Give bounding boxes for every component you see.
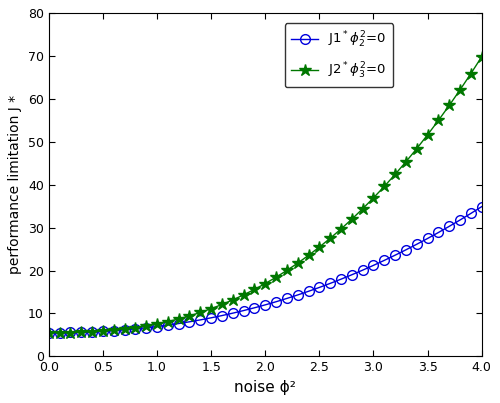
J1$^*\phi_2^2$=0 (89, 329, 95, 334)
J1$^*\phi_2^2$=0 (294, 293, 300, 297)
J1$^*\phi_2^2$=0 (316, 285, 322, 290)
J2$^*\phi_3^2$=0 (382, 184, 388, 189)
J1$^*\phi_2^2$=0 (403, 247, 409, 252)
J2$^*\phi_3^2$=0 (89, 329, 95, 334)
J1$^*\phi_2^2$=0 (143, 325, 149, 330)
J1$^*\phi_2^2$=0 (219, 313, 225, 318)
J2$^*\phi_3^2$=0 (457, 87, 463, 92)
Y-axis label: performance limitation J *: performance limitation J * (8, 95, 22, 274)
J2$^*\phi_3^2$=0 (414, 146, 420, 151)
J1$^*\phi_2^2$=0 (252, 305, 258, 310)
J2$^*\phi_3^2$=0 (176, 316, 182, 321)
J2$^*\phi_3^2$=0 (262, 281, 268, 286)
J2$^*\phi_3^2$=0 (436, 118, 442, 123)
J2$^*\phi_3^2$=0 (110, 328, 116, 332)
J1$^*\phi_2^2$=0 (392, 253, 398, 258)
J2$^*\phi_3^2$=0 (132, 325, 138, 330)
J2$^*\phi_3^2$=0 (46, 330, 52, 335)
J2$^*\phi_3^2$=0 (154, 322, 160, 326)
J1$^*\phi_2^2$=0 (154, 324, 160, 329)
J2$^*\phi_3^2$=0 (230, 297, 236, 302)
J1$^*\phi_2^2$=0 (56, 330, 62, 335)
J1$^*\phi_2^2$=0 (478, 204, 484, 209)
J2$^*\phi_3^2$=0 (316, 245, 322, 249)
J2$^*\phi_3^2$=0 (284, 268, 290, 273)
J2$^*\phi_3^2$=0 (349, 217, 355, 222)
J2$^*\phi_3^2$=0 (468, 71, 474, 76)
J2$^*\phi_3^2$=0 (360, 206, 366, 211)
X-axis label: noise ϕ²: noise ϕ² (234, 380, 296, 395)
J1$^*\phi_2^2$=0 (414, 242, 420, 247)
J2$^*\phi_3^2$=0 (165, 319, 171, 324)
J2$^*\phi_3^2$=0 (446, 103, 452, 108)
J1$^*\phi_2^2$=0 (208, 316, 214, 320)
J1$^*\phi_2^2$=0 (262, 302, 268, 307)
J1$^*\phi_2^2$=0 (338, 277, 344, 282)
J1$^*\phi_2^2$=0 (360, 268, 366, 272)
J1$^*\phi_2^2$=0 (424, 236, 430, 241)
J2$^*\phi_3^2$=0 (273, 275, 279, 280)
J1$^*\phi_2^2$=0 (370, 263, 376, 268)
J2$^*\phi_3^2$=0 (338, 226, 344, 231)
J2$^*\phi_3^2$=0 (294, 261, 300, 266)
J2$^*\phi_3^2$=0 (306, 253, 312, 258)
J2$^*\phi_3^2$=0 (143, 324, 149, 328)
J1$^*\phi_2^2$=0 (457, 218, 463, 222)
J2$^*\phi_3^2$=0 (186, 314, 192, 318)
Legend: J1$^*\phi_2^2$=0, J2$^*\phi_3^2$=0: J1$^*\phi_2^2$=0, J2$^*\phi_3^2$=0 (285, 23, 393, 87)
J1$^*\phi_2^2$=0 (46, 330, 52, 335)
J1$^*\phi_2^2$=0 (230, 311, 236, 316)
J2$^*\phi_3^2$=0 (219, 302, 225, 307)
J2$^*\phi_3^2$=0 (56, 330, 62, 335)
Line: J2$^*\phi_3^2$=0: J2$^*\phi_3^2$=0 (42, 50, 488, 339)
J1$^*\phi_2^2$=0 (110, 328, 116, 333)
J1$^*\phi_2^2$=0 (132, 326, 138, 331)
J1$^*\phi_2^2$=0 (186, 320, 192, 324)
J2$^*\phi_3^2$=0 (100, 329, 106, 334)
J2$^*\phi_3^2$=0 (424, 132, 430, 137)
J1$^*\phi_2^2$=0 (382, 258, 388, 263)
J1$^*\phi_2^2$=0 (446, 224, 452, 229)
J2$^*\phi_3^2$=0 (240, 293, 246, 297)
J1$^*\phi_2^2$=0 (349, 272, 355, 277)
J2$^*\phi_3^2$=0 (403, 159, 409, 164)
J1$^*\phi_2^2$=0 (284, 296, 290, 301)
J2$^*\phi_3^2$=0 (392, 172, 398, 177)
J2$^*\phi_3^2$=0 (198, 310, 203, 315)
J1$^*\phi_2^2$=0 (327, 281, 333, 286)
J1$^*\phi_2^2$=0 (306, 289, 312, 294)
J1$^*\phi_2^2$=0 (436, 230, 442, 235)
J2$^*\phi_3^2$=0 (478, 54, 484, 59)
J1$^*\phi_2^2$=0 (468, 211, 474, 216)
J1$^*\phi_2^2$=0 (122, 327, 128, 332)
J1$^*\phi_2^2$=0 (198, 318, 203, 322)
J2$^*\phi_3^2$=0 (370, 195, 376, 200)
J2$^*\phi_3^2$=0 (122, 327, 128, 332)
J1$^*\phi_2^2$=0 (273, 299, 279, 304)
J2$^*\phi_3^2$=0 (68, 330, 73, 335)
J2$^*\phi_3^2$=0 (208, 306, 214, 311)
J1$^*\phi_2^2$=0 (78, 330, 84, 334)
J2$^*\phi_3^2$=0 (252, 287, 258, 292)
J2$^*\phi_3^2$=0 (327, 236, 333, 241)
J1$^*\phi_2^2$=0 (100, 329, 106, 334)
J1$^*\phi_2^2$=0 (165, 323, 171, 328)
J1$^*\phi_2^2$=0 (176, 321, 182, 326)
J1$^*\phi_2^2$=0 (240, 308, 246, 313)
J2$^*\phi_3^2$=0 (78, 330, 84, 334)
Line: J1$^*\phi_2^2$=0: J1$^*\phi_2^2$=0 (44, 202, 486, 338)
J1$^*\phi_2^2$=0 (68, 330, 73, 335)
